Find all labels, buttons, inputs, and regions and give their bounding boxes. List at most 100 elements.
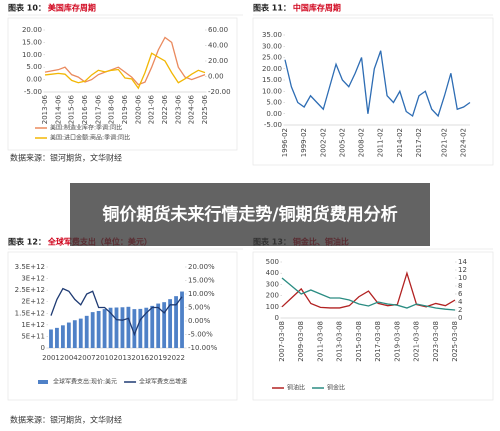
figure-label: 图表 12： xyxy=(8,237,46,247)
bar xyxy=(168,299,173,348)
overlay-title: 铜价期货未来行情走势/铜期货费用分析 xyxy=(70,183,430,246)
x-tick-label: 2024-02 xyxy=(460,128,468,157)
x-tick-label: 1996-02 xyxy=(281,128,289,157)
figure-label: 图表 11： xyxy=(253,3,291,13)
bar xyxy=(108,307,113,348)
bar xyxy=(55,327,59,348)
y-tick-label: 15.00 xyxy=(262,76,282,84)
chart-frame xyxy=(7,251,238,401)
x-tick-label: 2017-02 xyxy=(415,128,423,157)
x-tick-label: 2023-06 xyxy=(174,94,182,124)
bar xyxy=(90,312,95,348)
x-tick-label: 2021-02 xyxy=(440,128,448,157)
x-tick-label: 2019-06 xyxy=(121,94,129,124)
legend-label: 全球军费支出增速 xyxy=(139,378,187,386)
source-note: 数据来源：银河期货，文华财经 xyxy=(10,415,122,425)
y-tick-label: 200 xyxy=(266,292,279,300)
bar xyxy=(150,305,155,348)
y-tick-label: 500 xyxy=(266,258,279,266)
y-tick-label: 10.00 xyxy=(262,87,282,95)
legend-label: 美国:制造业库存:季调:同比 xyxy=(50,124,122,132)
y-tick-label: 3E+12 xyxy=(21,275,45,283)
bar xyxy=(174,296,178,348)
y2-tick-label: -5.00% xyxy=(188,331,213,339)
x-tick-label: 1999-02 xyxy=(300,128,308,157)
bar xyxy=(66,322,71,348)
legend-label: 全球军费支出:现价:美元 xyxy=(53,378,117,386)
bar xyxy=(60,325,65,348)
x-tick-label: 2005-02 xyxy=(338,128,346,157)
y-tick-label: 35.00 xyxy=(262,31,282,39)
y2-tick-label: 40.00 xyxy=(208,42,228,50)
x-tick-label: 2007 xyxy=(78,354,96,362)
x-tick-label: 2013 xyxy=(114,354,132,362)
y2-tick-label: 20.00 xyxy=(208,57,228,65)
y-tick-label: 5.00 xyxy=(26,63,42,71)
chart-frame xyxy=(7,17,238,151)
x-tick-label: 2020-06 xyxy=(134,94,142,124)
y-tick-label: 1E+12 xyxy=(21,321,45,329)
y2-tick-label: 6 xyxy=(458,290,463,298)
y2-tick-label: 10.00% xyxy=(188,290,215,298)
x-tick-label: 2019-03-08 xyxy=(393,321,401,362)
legend-label: 铜油比 xyxy=(287,384,305,392)
y-tick-label: 25.00 xyxy=(262,54,282,62)
bar xyxy=(114,307,119,348)
y2-tick-label: 8 xyxy=(458,282,462,290)
x-tick-label: 2023-03-08 xyxy=(432,321,440,362)
bar xyxy=(84,315,89,348)
y-tick-label: 0 xyxy=(275,314,279,322)
y-tick-label: 300 xyxy=(266,280,279,288)
x-tick-label: 2004 xyxy=(60,354,78,362)
x-tick-label: 2019 xyxy=(149,354,167,362)
x-tick-label: 2016 xyxy=(131,354,149,362)
y2-tick-label: 10 xyxy=(458,274,467,282)
y2-tick-label: 0.00% xyxy=(188,317,211,325)
y-tick-label: 0 xyxy=(41,344,45,352)
x-tick-label: 2017-06 xyxy=(94,94,102,124)
y-tick-label: 0.00 xyxy=(26,76,42,84)
y2-tick-label: 2 xyxy=(458,306,462,314)
y2-tick-label: -20.00 xyxy=(208,88,231,96)
y-tick-label: 30.00 xyxy=(262,42,282,50)
y2-tick-label: 60.00 xyxy=(208,26,228,34)
y-tick-label: 1.5E+12 xyxy=(15,309,45,317)
y2-tick-label: 12 xyxy=(458,266,467,274)
y-tick-label: 5.00 xyxy=(266,99,282,107)
x-tick-label: 2007-03-08 xyxy=(278,321,286,362)
x-tick-label: 2018-06 xyxy=(108,94,116,124)
x-tick-label: 2013-03-08 xyxy=(336,321,344,362)
line-series xyxy=(281,277,456,311)
legend-swatch xyxy=(38,380,48,384)
line-series xyxy=(44,36,206,86)
y-tick-label: 15.00 xyxy=(22,38,42,46)
bar xyxy=(102,309,107,348)
legend-label: 美国:进口金额:商品:季调:同比 xyxy=(50,134,130,142)
x-tick-label: 2013-06 xyxy=(41,94,49,124)
x-tick-label: 2021-06 xyxy=(148,94,156,124)
y-tick-label: 10.00 xyxy=(22,51,42,59)
line-series xyxy=(281,270,456,309)
bar xyxy=(72,320,77,348)
x-tick-label: 2015-06 xyxy=(68,94,76,124)
x-tick-label: 2022 xyxy=(167,354,185,362)
line-series xyxy=(284,50,471,118)
figure-label: 图表 10： xyxy=(8,3,46,13)
y-tick-label: -5.00 xyxy=(24,88,42,96)
x-tick-label: 2025-03-08 xyxy=(451,321,459,362)
y2-tick-label: 14 xyxy=(458,258,467,266)
x-tick-label: 2021-03-08 xyxy=(413,321,421,362)
x-tick-label: 2025-06 xyxy=(201,94,209,124)
x-tick-label: 2015-03-08 xyxy=(355,321,363,362)
y2-tick-label: 0.00 xyxy=(208,73,224,81)
y-tick-label: 3.5E+12 xyxy=(15,263,45,271)
x-tick-label: 2002-02 xyxy=(319,128,327,157)
y-tick-label: 2E+12 xyxy=(21,298,45,306)
legend-label: 铜金比 xyxy=(327,384,345,392)
line-series xyxy=(44,52,206,90)
bar xyxy=(126,306,131,348)
y2-tick-label: 5.00% xyxy=(188,304,211,312)
y-tick-label: 100 xyxy=(266,303,279,311)
y2-tick-label: 20.00% xyxy=(188,263,215,271)
